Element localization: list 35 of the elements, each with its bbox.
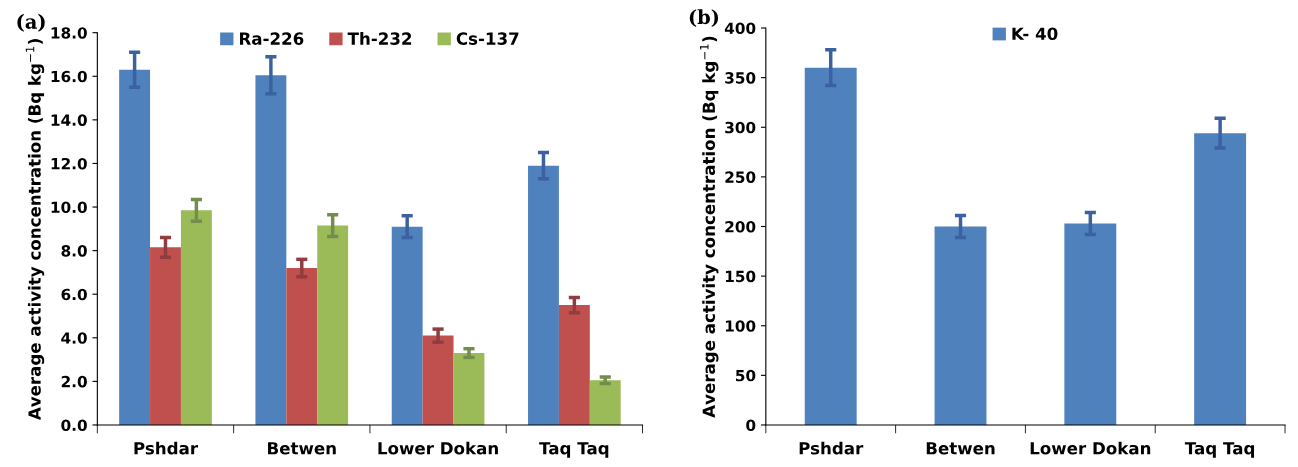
x-tick-label: Taq Taq	[1184, 442, 1255, 458]
y-tick-label: 12.0	[51, 157, 87, 170]
y-tick-label: 0	[746, 419, 756, 431]
y-tick-label: 4.0	[61, 332, 87, 344]
x-tick-label: Lower Dokan	[1030, 441, 1151, 455]
x-tick-label: Pshdar	[134, 441, 198, 455]
y-tick-label: 8.0	[61, 245, 87, 257]
x-tick-label: Betwen	[268, 442, 336, 455]
y-axis-title: Average activity concentration (Bq kg$^{−1}$)	[699, 36, 719, 418]
y-tick-label: 16.0	[51, 70, 87, 83]
legend-label: Cs-137	[456, 32, 519, 45]
y-tick-label: 0.0	[61, 419, 87, 431]
y-tick-label: 100	[725, 320, 756, 332]
chart-title: (a)	[17, 13, 45, 32]
y-axis-title: Average activity concentration (Bq kg$^{−1}$)	[25, 39, 45, 421]
y-tick-label: 250	[725, 171, 756, 183]
x-tick-label: Pshdar	[799, 441, 864, 455]
y-tick-label: 150	[725, 270, 756, 283]
y-tick-label: 350	[725, 72, 756, 84]
x-tick-label: Taq Taq	[539, 442, 609, 458]
y-tick-label: 400	[724, 22, 756, 35]
y-tick-label: 50	[736, 369, 756, 382]
y-tick-label: 6.0	[61, 288, 87, 301]
legend-label: Ra-226	[240, 32, 304, 45]
y-tick-label: 10.0	[51, 201, 87, 214]
legend-label: Th-232	[347, 32, 412, 45]
y-tick-label: 300	[725, 121, 756, 134]
x-tick-label: Lower Dokan	[378, 441, 498, 455]
y-tick-label: 18.0	[51, 27, 87, 39]
x-tick-label: Betwen	[926, 442, 995, 455]
chart-title: (b)	[689, 9, 719, 28]
y-tick-label: 2.0	[61, 375, 87, 388]
legend-label: K- 40	[1012, 27, 1058, 41]
y-tick-label: 14.0	[51, 114, 87, 126]
y-tick-label: 200	[725, 220, 756, 233]
